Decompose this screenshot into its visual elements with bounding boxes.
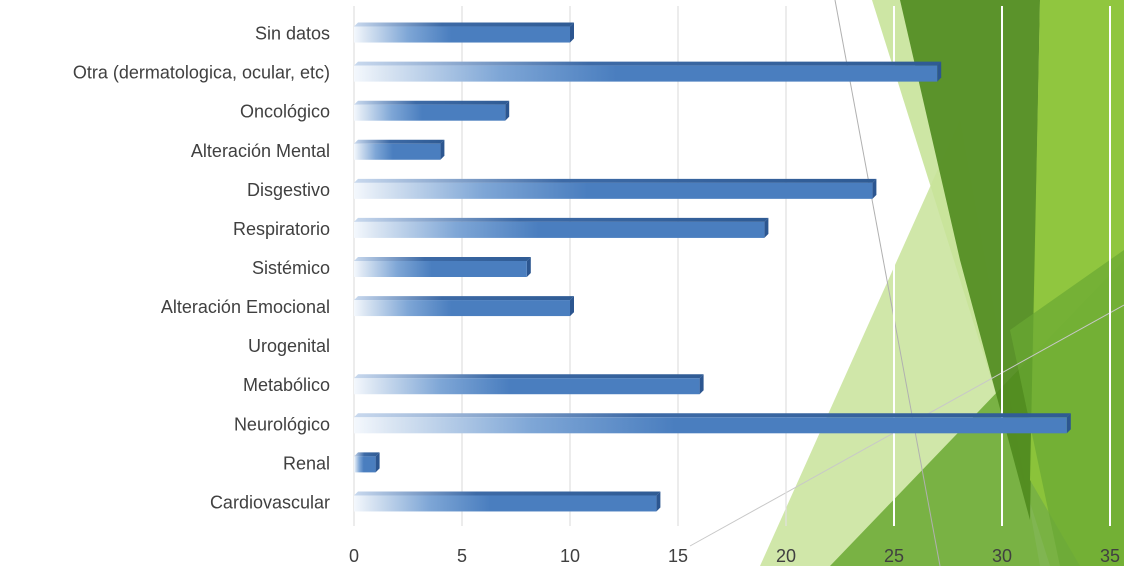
- x-tick-label: 15: [668, 546, 688, 566]
- bar-front-face: [354, 417, 1067, 434]
- bar-front-face: [354, 378, 700, 395]
- category-label: Otra (dermatologica, ocular, etc): [73, 63, 330, 83]
- x-tick-label: 5: [457, 546, 467, 566]
- bar-top-face: [354, 374, 704, 379]
- bar: [354, 178, 877, 199]
- bar-top-face: [354, 178, 877, 183]
- category-label: Cardiovascular: [210, 492, 330, 512]
- bar: [354, 374, 704, 395]
- bar-front-face: [354, 65, 938, 82]
- bar-side-face: [505, 100, 510, 121]
- category-label: Renal: [283, 453, 330, 473]
- category-label: Disgestivo: [247, 180, 330, 200]
- bar-side-face: [699, 374, 704, 395]
- bar-top-face: [354, 139, 445, 144]
- bar-top-face: [354, 100, 510, 105]
- bar-top-face: [354, 452, 380, 457]
- bar: [354, 491, 661, 512]
- bar-side-face: [937, 61, 942, 82]
- bar-side-face: [570, 22, 574, 43]
- category-label: Oncológico: [240, 102, 330, 122]
- bar-top-face: [354, 296, 574, 301]
- x-tick-label: 35: [1100, 546, 1120, 566]
- deco-line-diagonal: [834, 0, 941, 567]
- category-label: Alteración Emocional: [161, 297, 330, 317]
- bar-front-face: [354, 143, 441, 160]
- bar-top-face: [354, 413, 1071, 418]
- bar-front-face: [354, 300, 570, 317]
- bar: [354, 61, 942, 82]
- bar-top-face: [354, 491, 661, 496]
- category-label: Urogenital: [248, 336, 330, 356]
- category-label: Neurológico: [234, 414, 330, 434]
- x-tick-label: 25: [884, 546, 904, 566]
- bar-front-face: [354, 26, 570, 43]
- bar-top-face: [354, 61, 942, 66]
- bar-side-face: [1066, 413, 1071, 434]
- bar-top-face: [354, 217, 769, 222]
- bar: [354, 452, 380, 473]
- bar-top-face: [354, 22, 574, 27]
- category-label: Sistémico: [252, 258, 330, 278]
- bar-front-face: [354, 456, 376, 473]
- bar: [354, 296, 574, 317]
- bar-front-face: [354, 182, 873, 199]
- x-tick-label: 0: [349, 546, 359, 566]
- bar-side-face: [440, 139, 445, 160]
- bar-side-face: [656, 491, 661, 512]
- bar-side-face: [526, 257, 531, 277]
- bar-front-face: [354, 221, 765, 238]
- x-tick-label: 20: [776, 546, 796, 566]
- bars: [354, 22, 1071, 512]
- bar-front-face: [354, 261, 527, 277]
- bar-side-face: [872, 178, 877, 199]
- category-label: Respiratorio: [233, 219, 330, 239]
- category-label: Metabólico: [243, 375, 330, 395]
- bar-side-face: [570, 296, 574, 317]
- gridlines: [353, 6, 1111, 526]
- category-label: Sin datos: [255, 24, 330, 44]
- bar: [354, 413, 1071, 434]
- bar-side-face: [764, 217, 769, 238]
- bar-front-face: [354, 104, 506, 121]
- bar-side-face: [375, 452, 380, 473]
- bar: [354, 100, 510, 121]
- category-labels: Sin datos Otra (dermatologica, ocular, et…: [73, 24, 330, 513]
- x-tick-labels: 0 5 10 15 20 25 30 35: [349, 546, 1120, 566]
- x-tick-label: 10: [560, 546, 580, 566]
- category-label: Alteración Mental: [191, 141, 330, 161]
- bar: [354, 139, 445, 160]
- deco-dark-strip: [900, 0, 1040, 520]
- decorative-background: [689, 0, 1124, 567]
- deco-mid-lower: [1010, 250, 1124, 566]
- bar: [354, 22, 574, 43]
- bar-front-face: [354, 495, 657, 512]
- bar: [354, 217, 769, 238]
- bar: [354, 257, 531, 277]
- x-tick-label: 30: [992, 546, 1012, 566]
- bar-top-face: [354, 257, 531, 261]
